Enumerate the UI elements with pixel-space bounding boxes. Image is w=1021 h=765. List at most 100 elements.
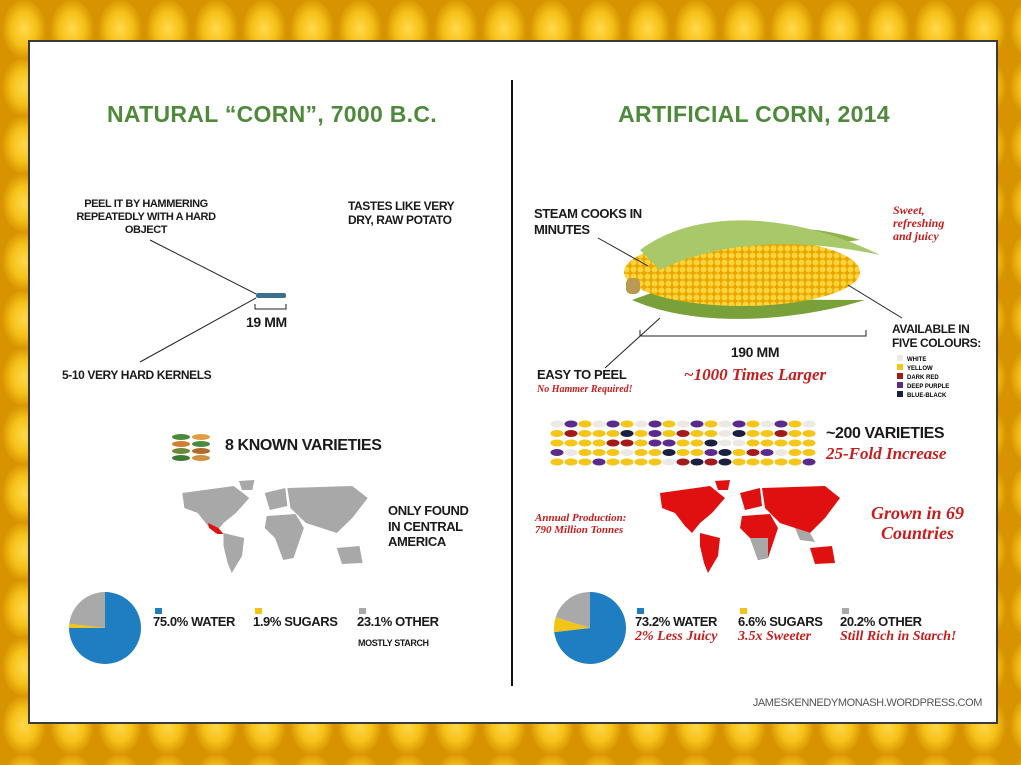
left-title: NATURAL “CORN”, 7000 B.C. [107,101,437,127]
corn-cob [624,220,880,319]
variety-kernel [718,430,732,437]
variety-kernel [634,449,648,456]
variety-kernel [578,449,592,456]
variety-kernel [690,420,704,428]
variety-kernel [788,420,802,428]
increase-text: 25-Fold Increase [826,444,947,463]
variety-kernel [634,430,648,437]
variety-kernel [802,449,816,456]
colour-swatch [897,382,903,388]
size-bracket [639,330,867,337]
production-text: Annual Production: 790 Million Tonnes [535,512,627,537]
colour-swatch [897,364,903,370]
variety-kernel [788,430,802,437]
taste-text: TASTES LIKE VERY DRY, RAW POTATO [348,199,455,228]
variety-kernel [760,449,774,456]
variety-kernel [564,439,578,447]
variety-kernel [732,449,746,456]
size-text: 190 MM [730,344,780,360]
variety-kernel [606,420,620,428]
pie-note: 2% Less Juicy [635,629,718,644]
varieties-text: 8 KNOWN VARIETIES [225,437,382,454]
variety-kernel [774,449,788,456]
variety-kernel [578,458,592,466]
variety-kernel [690,430,704,437]
variety-kernel [662,420,676,428]
variety-kernel [550,439,564,447]
variety-kernel [564,449,578,456]
variety-kernel [704,439,718,447]
variety-kernel [550,420,564,428]
pie-slice [555,592,590,628]
variety-kernel [648,439,662,447]
variety-kernel [648,458,662,466]
variety-kernel [746,420,760,428]
variety-kernel [620,458,634,466]
variety-kernel [648,449,662,456]
legend-swatch [842,608,849,614]
variety-kernel [774,430,788,437]
variety-kernel [746,439,760,447]
pie-label: 75.0% WATER [153,614,236,629]
grown-text: Grown in 69 Countries [870,503,965,543]
variety-kernel [648,430,662,437]
variety-kernel [788,458,802,466]
sweet-text: Sweet, refreshing and juicy [893,203,945,244]
variety-kernel [592,458,606,466]
variety-kernel [718,420,732,428]
variety-kernel [690,449,704,456]
pointer-line [139,297,257,363]
variety-kernel [564,458,578,466]
variety-kernel [760,420,774,428]
pointer-line [597,237,649,267]
pointer-line [149,239,257,295]
right-title: ARTIFICIAL CORN, 2014 [618,101,890,127]
variety-kernel [732,420,746,428]
variety-kernel [620,449,634,456]
variety-kernel [718,439,732,447]
pie-label: 73.2% WATER [635,614,718,629]
variety-kernel [732,458,746,466]
variety-kernel [592,449,606,456]
variety-kernel [704,449,718,456]
variety-kernel [662,430,676,437]
variety-kernel [760,439,774,447]
colours-title: AVAILABLE IN FIVE COLOURS: [892,322,981,351]
variety-kernel [578,420,592,428]
small-cob [256,293,286,298]
colour-name: DARK RED [907,375,939,381]
legend-swatch [740,608,747,614]
variety-kernel [704,420,718,428]
variety-kernel [606,430,620,437]
variety-kernel [676,449,690,456]
colour-name: WHITE [907,357,926,363]
variety-kernel [662,439,676,447]
variety-kernel [606,449,620,456]
variety-kernel [774,458,788,466]
pointer-line [847,284,903,319]
variety-kernel [592,439,606,447]
variety-kernel [760,458,774,466]
variety-kernel [690,439,704,447]
variety-kernel [774,439,788,447]
pie-slice [553,617,590,633]
pie-slice [69,592,105,628]
variety-kernel [718,458,732,466]
variety-kernel [634,458,648,466]
colour-swatch [897,373,903,379]
pointer-line [604,317,661,369]
variety-kernel [648,420,662,428]
variety-kernel [676,420,690,428]
colour-swatch [897,391,903,397]
pie-label: 6.6% SUGARS [738,614,823,629]
variety-kernel [732,430,746,437]
variety-kernel [606,458,620,466]
variety-kernel [592,430,606,437]
variety-kernel [802,439,816,447]
range-text: ONLY FOUND IN CENTRAL AMERICA [388,503,469,550]
pie-note: MOSTLY STARCH [358,638,429,648]
variety-kernel [676,430,690,437]
larger-text: ~1000 Times Larger [683,365,827,384]
variety-kernel [690,458,704,466]
